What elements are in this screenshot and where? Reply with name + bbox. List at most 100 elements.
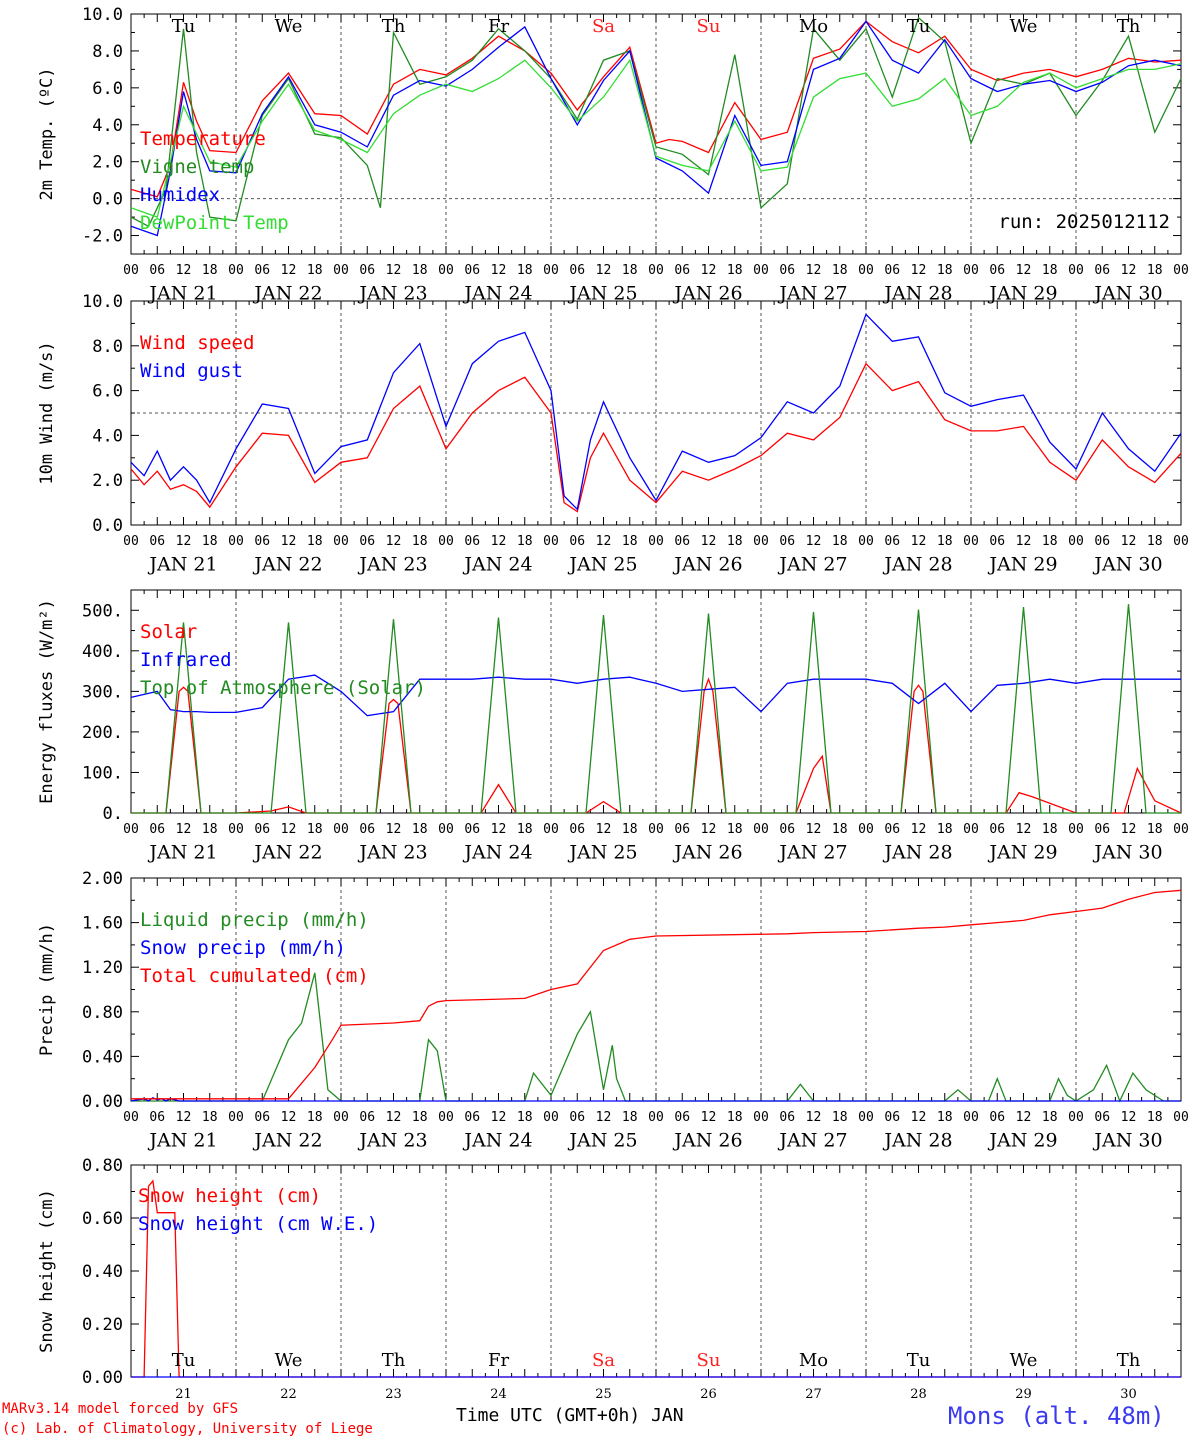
hour-tick-label: 12 <box>491 822 507 837</box>
hour-tick-label: 12 <box>596 263 612 278</box>
weekday-label-bottom: Tu <box>172 1350 196 1371</box>
legend-entry: Snow precip (mm/h) <box>140 937 346 959</box>
hour-tick-label: 12 <box>596 534 612 549</box>
hour-tick-label: 00 <box>858 263 874 278</box>
hour-tick-label: 18 <box>622 534 638 549</box>
hour-tick-label: 06 <box>464 1110 480 1125</box>
y-tick-label: 1.20 <box>82 958 123 978</box>
hour-tick-label: 18 <box>307 534 323 549</box>
date-label: JAN 28 <box>882 283 952 305</box>
series-line-1 <box>131 1179 1181 1378</box>
hour-tick-label: 06 <box>149 1110 165 1125</box>
hour-tick-label: 12 <box>281 534 297 549</box>
hour-tick-label: 06 <box>359 534 375 549</box>
date-label: JAN 23 <box>357 842 427 864</box>
panel-5: 0.80 0.60 0.40 0.20 0.00 Snow height (cm) Snow… <box>37 1156 1182 1388</box>
y-axis-label: Energy fluxes (W/m²) <box>37 599 57 804</box>
weekday-label-bottom: Su <box>697 1350 721 1371</box>
weekday-label-bottom: Th <box>382 1350 406 1371</box>
legend-entry: Top of Atmosphere (Solar) <box>140 677 426 699</box>
y-axis-label: 10m Wind (m/s) <box>37 341 57 484</box>
y-axis-label: Snow height (cm) <box>37 1189 57 1353</box>
weekday-label-bottom: Tu <box>907 1350 931 1371</box>
y-tick-label: 0. <box>103 804 123 824</box>
series-line-1 <box>130 20 1182 198</box>
hour-tick-label: 00 <box>543 822 559 837</box>
hour-tick-label: 00 <box>123 534 139 549</box>
hour-tick-label: 12 <box>911 534 927 549</box>
hour-tick-label: 18 <box>727 263 743 278</box>
hour-tick-label: 06 <box>569 1110 585 1125</box>
date-label: JAN 24 <box>462 842 532 864</box>
day-number-label: 23 <box>385 1387 402 1402</box>
y-tick-label: 0.20 <box>82 1315 123 1335</box>
y-tick-label: 0.80 <box>82 1156 123 1176</box>
date-label: JAN 30 <box>1092 283 1162 305</box>
hour-tick-label: 12 <box>386 822 402 837</box>
hour-tick-label: 12 <box>491 263 507 278</box>
hour-tick-label: 00 <box>228 263 244 278</box>
date-label: JAN 28 <box>882 842 952 864</box>
hour-tick-label: 12 <box>806 822 822 837</box>
legend-entry: Liquid precip (mm/h) <box>140 909 369 931</box>
hour-tick-label: 18 <box>1147 534 1163 549</box>
y-tick-label: 10.0 <box>82 292 123 312</box>
date-label: JAN 27 <box>777 1130 847 1152</box>
hour-tick-label: 18 <box>517 822 533 837</box>
legend-entry: Solar <box>140 621 197 643</box>
legend-entry: Wind speed <box>140 332 254 354</box>
date-label: JAN 29 <box>987 842 1057 864</box>
weekday-label-bottom: Th <box>1117 1350 1141 1371</box>
day-number-label: 25 <box>595 1387 612 1402</box>
hour-tick-label: 06 <box>884 263 900 278</box>
y-tick-label: 2.0 <box>92 471 123 491</box>
y-tick-label: 0.60 <box>82 1209 123 1229</box>
hour-tick-label: 00 <box>753 822 769 837</box>
panel-2: 10.0 8.0 6.0 4.0 2.0 0.0 10m Wind (m/s) Wind sp… <box>37 292 1189 576</box>
hour-tick-label: 00 <box>543 1110 559 1125</box>
hour-tick-label: 00 <box>1173 534 1189 549</box>
weekday-label-top: Tu <box>907 16 931 37</box>
y-tick-label: 0.40 <box>82 1047 123 1067</box>
hour-tick-label: 06 <box>1094 534 1110 549</box>
hour-tick-label: 18 <box>1147 822 1163 837</box>
hour-tick-label: 18 <box>412 263 428 278</box>
series-line-2 <box>130 674 1181 717</box>
hour-tick-label: 06 <box>884 1110 900 1125</box>
model-credit: MARv3.14 model forced by GFS (c) Lab. of… <box>2 1399 373 1439</box>
y-axis-label: 2m Temp. (ºC) <box>37 67 57 200</box>
hour-tick-label: 12 <box>701 534 717 549</box>
hour-tick-label: 12 <box>1016 822 1032 837</box>
hour-tick-label: 18 <box>517 1110 533 1125</box>
day-number-label: 27 <box>805 1387 822 1402</box>
date-label: JAN 27 <box>777 283 847 305</box>
hour-tick-label: 06 <box>464 534 480 549</box>
hour-tick-label: 00 <box>543 263 559 278</box>
legend-entry: Temperature <box>140 128 266 150</box>
date-label: JAN 29 <box>987 283 1057 305</box>
hour-tick-label: 00 <box>1068 263 1084 278</box>
hour-tick-label: 00 <box>1068 822 1084 837</box>
hour-tick-label: 12 <box>1016 1110 1032 1125</box>
hour-tick-label: 12 <box>1016 534 1032 549</box>
date-label: JAN 23 <box>357 283 427 305</box>
y-tick-label: 1.60 <box>82 914 123 934</box>
hour-tick-label: 06 <box>779 534 795 549</box>
y-tick-label: 0.00 <box>82 1092 123 1112</box>
hour-tick-label: 06 <box>989 263 1005 278</box>
series-line-4 <box>130 58 1182 218</box>
hour-tick-label: 00 <box>963 1110 979 1125</box>
hour-tick-label: 00 <box>123 263 139 278</box>
hour-tick-label: 18 <box>517 534 533 549</box>
day-number-label: 24 <box>490 1387 507 1402</box>
hour-tick-label: 12 <box>1016 263 1032 278</box>
hour-tick-label: 00 <box>648 534 664 549</box>
hour-tick-label: 12 <box>176 534 192 549</box>
hour-tick-label: 00 <box>333 1110 349 1125</box>
hour-tick-label: 12 <box>596 822 612 837</box>
hour-tick-label: 06 <box>1094 263 1110 278</box>
hour-tick-label: 18 <box>307 263 323 278</box>
hour-tick-label: 00 <box>963 822 979 837</box>
hour-tick-label: 18 <box>1147 263 1163 278</box>
hour-tick-label: 18 <box>727 534 743 549</box>
